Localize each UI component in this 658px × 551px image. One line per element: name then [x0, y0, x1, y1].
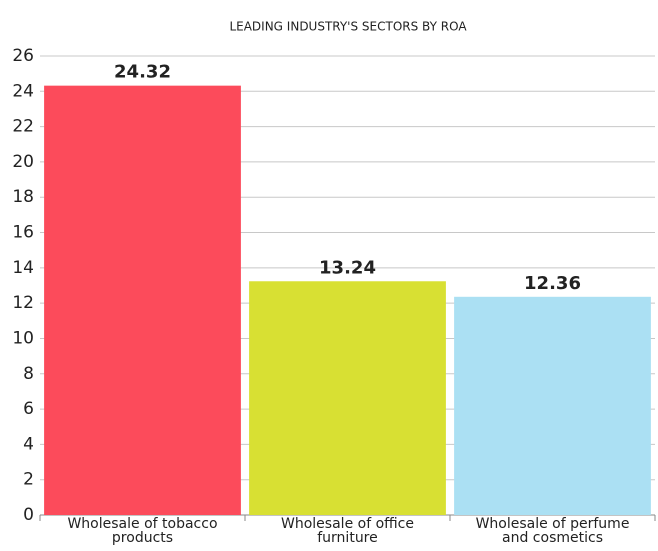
y-tick-label: 26 — [12, 46, 34, 66]
y-tick-label: 24 — [12, 81, 34, 101]
y-tick-label: 14 — [12, 258, 34, 278]
y-tick-label: 8 — [23, 364, 34, 384]
y-tick-label: 6 — [23, 399, 34, 419]
y-tick-label: 22 — [12, 117, 34, 137]
y-tick-label: 10 — [12, 328, 34, 348]
x-tick-label: Wholesale of office furniture — [281, 516, 414, 546]
y-tick-label: 12 — [12, 293, 34, 313]
value-label: 13.24 — [319, 257, 376, 278]
bar — [454, 296, 651, 515]
value-label: 24.32 — [114, 62, 171, 83]
y-tick-label: 18 — [12, 187, 34, 207]
bar — [44, 85, 241, 516]
x-tick-label: Wholesale of tobacco products — [67, 516, 218, 546]
y-tick-label: 20 — [12, 152, 34, 172]
chart-title: LEADING INDUSTRY'S SECTORS BY ROA — [229, 20, 467, 34]
bar — [249, 281, 446, 515]
y-tick-label: 4 — [23, 434, 34, 454]
x-tick-label: Wholesale of perfume and cosmetics — [475, 516, 630, 546]
y-tick-label: 2 — [23, 470, 34, 490]
y-tick-label: 16 — [12, 223, 34, 243]
y-tick-label: 0 — [23, 505, 34, 525]
value-label: 12.36 — [524, 273, 581, 294]
